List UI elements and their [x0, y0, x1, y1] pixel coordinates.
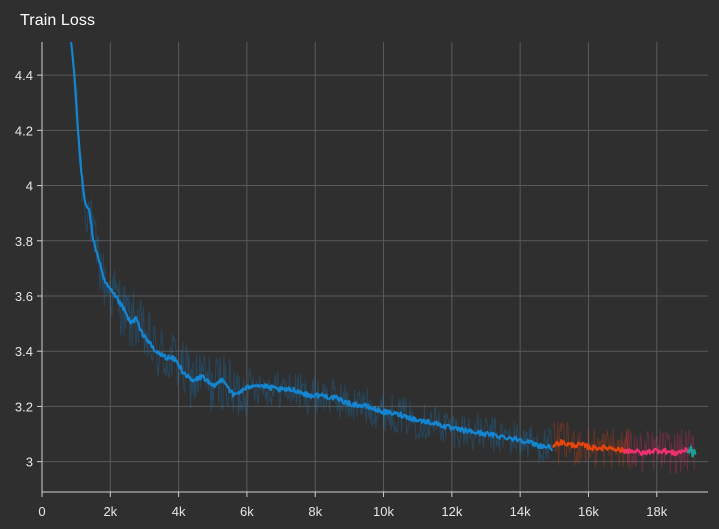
- series-line: [69, 41, 553, 452]
- y-tick-label: 4.4: [15, 68, 33, 83]
- y-tick-label: 4: [26, 179, 33, 194]
- series-line: [551, 439, 630, 455]
- series-3: [622, 429, 696, 475]
- series-line: [686, 445, 697, 458]
- x-tick-label: 12k: [441, 504, 462, 519]
- x-tick-label: 18k: [646, 504, 667, 519]
- x-tick-label: 8k: [308, 504, 322, 519]
- x-tick-label: 6k: [240, 504, 254, 519]
- series-raw-trace: [622, 429, 695, 475]
- y-tick-label: 3.6: [15, 289, 33, 304]
- y-tick-label: 4.2: [15, 123, 33, 138]
- x-tick-label: 10k: [373, 504, 394, 519]
- y-tick-label: 3.8: [15, 234, 33, 249]
- series-1: [69, 41, 554, 465]
- y-tick-label: 3: [26, 455, 33, 470]
- chart-title: Train Loss: [20, 12, 96, 29]
- y-tick-label: 3.4: [15, 344, 33, 359]
- x-tick-label: 0: [38, 504, 45, 519]
- series-line: [622, 447, 696, 457]
- series-raw-trace: [70, 41, 554, 465]
- axes: 0 2k 4k 6k 8k 10k 12k 14k 16k 18k 3 3.2 3.4 3.6 3.8 4 4.…: [15, 42, 708, 519]
- y-tick-label: 3.2: [15, 399, 33, 414]
- grid: [42, 42, 708, 492]
- x-tick-label: 4k: [172, 504, 186, 519]
- series-group: [69, 41, 697, 475]
- x-tick-label: 14k: [510, 504, 531, 519]
- x-tick-label: 16k: [578, 504, 599, 519]
- x-tick-label: 2k: [103, 504, 117, 519]
- series-raw-trace: [552, 421, 630, 470]
- series-4: [686, 442, 697, 458]
- series-2: [551, 421, 630, 470]
